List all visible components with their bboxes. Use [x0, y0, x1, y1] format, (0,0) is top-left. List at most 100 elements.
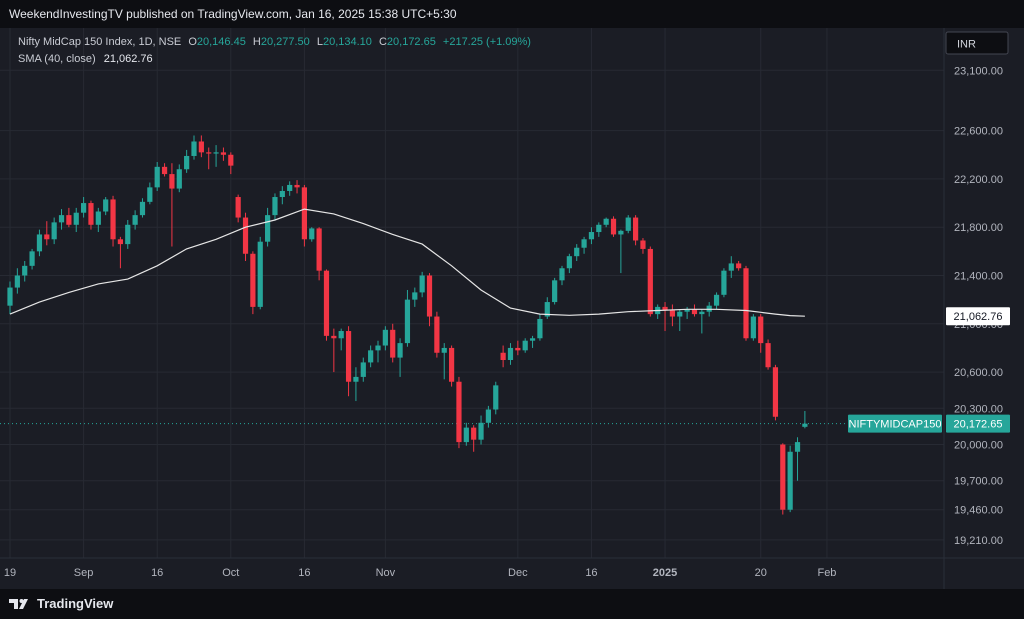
- candle-body: [36, 234, 43, 252]
- candle-body: [345, 331, 352, 382]
- candle-body: [154, 166, 160, 188]
- legend-sma-value: 21,062.76: [104, 53, 153, 65]
- candle-body: [331, 335, 337, 339]
- chart-area[interactable]: 19,210.00 19,460.00 19,700.00 20,000.00 20,3…: [0, 28, 1024, 589]
- sma-layer: [9, 208, 805, 317]
- candle-body: [552, 280, 558, 303]
- candle-body: [29, 251, 35, 266]
- time-tick-label: Feb: [817, 567, 836, 579]
- legend-sma: SMA (40, close) 21,062.76: [18, 53, 153, 65]
- candles-layer: [7, 135, 808, 515]
- candle-body: [633, 217, 639, 241]
- candle-body: [794, 442, 801, 452]
- price-tick-label: 21,800.00: [954, 222, 1003, 234]
- candle-body: [758, 316, 764, 344]
- symbol-name-marker-label: NIFTYMIDCAP150: [849, 419, 942, 431]
- candle-body: [316, 228, 322, 271]
- legend-high-label: H: [253, 36, 261, 48]
- candle-body: [353, 376, 359, 382]
- candle-body: [139, 201, 146, 216]
- candle-body: [566, 256, 572, 269]
- currency-button-label[interactable]: INR: [957, 39, 976, 51]
- candle-body: [412, 292, 418, 300]
- candle-body: [522, 340, 528, 351]
- candle-body: [220, 152, 227, 155]
- price-tick-label: 22,600.00: [954, 126, 1003, 138]
- time-tick-label: 19: [4, 567, 16, 579]
- candle-body: [721, 270, 727, 295]
- legend-change: +217.25 (+1.09%): [443, 36, 531, 48]
- candle-body: [73, 212, 79, 225]
- price-tick-label: 20,000.00: [954, 440, 1003, 452]
- candle-body: [574, 247, 580, 257]
- candle-body: [14, 275, 20, 288]
- legend-high-value: 20,277.50: [261, 36, 310, 48]
- tradingview-brand: TradingView: [37, 596, 114, 611]
- candle-body: [787, 451, 793, 510]
- legend[interactable]: Nifty MidCap 150 Index, 1D, NSE O20,146.…: [18, 36, 531, 65]
- candle-body: [213, 152, 219, 154]
- last-price-marker-label: 20,172.65: [954, 419, 1003, 431]
- candle-body: [706, 305, 712, 312]
- time-tick-label: 16: [298, 567, 310, 579]
- legend-low-value: 20,134.10: [323, 36, 372, 48]
- candle-body: [449, 347, 455, 382]
- candle-body: [684, 309, 690, 312]
- candle-body: [559, 268, 565, 281]
- candle-body: [7, 287, 13, 306]
- candle-body: [287, 184, 293, 191]
- candle-body: [699, 311, 705, 315]
- candle-body: [110, 199, 116, 240]
- candle-body: [463, 427, 469, 443]
- candle-body: [610, 218, 617, 235]
- candle-body: [294, 184, 300, 188]
- candle-body: [279, 190, 285, 198]
- candle-body: [426, 275, 433, 317]
- price-tick-label: 19,210.00: [954, 535, 1003, 547]
- candle-body: [603, 218, 609, 225]
- candle-body: [360, 362, 366, 377]
- candle-body: [390, 329, 396, 358]
- candle-body: [669, 310, 675, 317]
- candle-body: [58, 215, 65, 223]
- candle-body: [662, 306, 668, 311]
- price-tick-label: 20,600.00: [954, 367, 1003, 379]
- candle-body: [500, 352, 506, 361]
- candle-body: [743, 268, 749, 339]
- candle-body: [625, 217, 631, 231]
- candle-body: [802, 423, 808, 427]
- candlestick-chart-svg[interactable]: 19,210.00 19,460.00 19,700.00 20,000.00 20,3…: [0, 28, 1024, 589]
- candle-body: [272, 197, 278, 216]
- time-tick-label: Sep: [74, 567, 94, 579]
- candle-body: [44, 234, 50, 240]
- price-tick-label: 23,100.00: [954, 65, 1003, 77]
- time-tick-label: 16: [585, 567, 597, 579]
- candle-body: [301, 187, 307, 240]
- currency-button[interactable]: INR: [945, 31, 1009, 55]
- candle-body: [441, 347, 447, 353]
- candle-body: [404, 299, 411, 344]
- candle-body: [161, 166, 168, 175]
- price-tick-label: 22,200.00: [954, 174, 1003, 186]
- candle-body: [309, 228, 315, 240]
- candle-body: [88, 203, 94, 225]
- time-tick-label: 2025: [653, 567, 677, 579]
- candle-body: [713, 294, 720, 306]
- candle-body: [375, 345, 381, 351]
- price-markers: 21,062.76 NIFTYMIDCAP150 20,172.65: [848, 307, 1010, 433]
- candle-body: [485, 409, 491, 423]
- legend-symbol-text: Nifty MidCap 150 Index, 1D, NSE: [18, 36, 181, 48]
- candle-body: [51, 222, 57, 240]
- candle-body: [537, 318, 543, 339]
- sma-price-marker: [946, 307, 1010, 326]
- candle-body: [265, 215, 271, 242]
- candle-body: [125, 224, 131, 245]
- tradingview-logo[interactable]: TradingView: [9, 596, 113, 611]
- legend-close-label: C: [379, 36, 387, 48]
- footer-bar: TradingView: [0, 589, 1024, 619]
- symbol-name-marker: [848, 414, 942, 433]
- candle-body: [456, 381, 462, 443]
- currency-button-box[interactable]: [945, 31, 1009, 55]
- candle-body: [242, 217, 249, 254]
- candle-body: [250, 253, 256, 307]
